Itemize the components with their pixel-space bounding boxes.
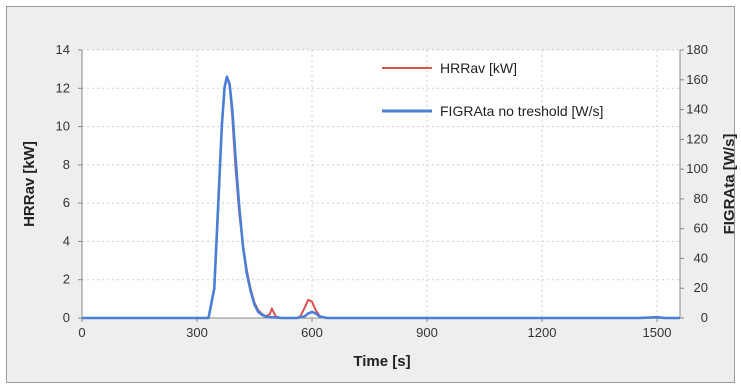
legend-label-figrata: FIGRAta no treshold [W/s] — [440, 103, 603, 119]
y-right-tick-label: 140 — [686, 102, 708, 117]
y-right-tick-label: 120 — [686, 131, 708, 146]
y-right-tick-label: 40 — [694, 250, 708, 265]
y-right-tick-label: 0 — [701, 310, 708, 325]
series-line-figrata — [82, 75, 680, 320]
x-tick-label: 1500 — [643, 325, 672, 340]
x-tick-label: 600 — [301, 325, 323, 340]
y-right-tick-label: 100 — [686, 161, 708, 176]
x-tick-label: 900 — [416, 325, 438, 340]
y-right-tick-label: 180 — [686, 42, 708, 57]
y-left-tick-labels: 0 2 4 6 8 10 12 14 — [56, 42, 70, 325]
y-left-tick-label: 12 — [56, 80, 70, 95]
y-right-tick-labels: 0 20 40 60 80 100 120 140 160 180 — [686, 42, 708, 325]
x-axis-title: Time [s] — [353, 353, 410, 370]
series-lines — [82, 75, 680, 320]
y-left-tick-label: 10 — [56, 119, 70, 134]
legend: HRRav [kW] FIGRAta no treshold [W/s] — [382, 60, 603, 119]
y-right-tick-label: 160 — [686, 72, 708, 87]
y-left-tick-label: 0 — [63, 310, 70, 325]
y-left-tick-label: 14 — [56, 42, 70, 57]
y-right-tick-label: 60 — [694, 221, 708, 236]
x-tick-label: 0 — [78, 325, 85, 340]
y-right-tick-label: 80 — [694, 191, 708, 206]
y-left-tick-label: 6 — [63, 195, 70, 210]
x-tick-label: 1200 — [528, 325, 557, 340]
y-left-tick-label: 4 — [63, 233, 70, 248]
y-left-axis-title: HRRav [kW] — [21, 141, 38, 227]
x-tick-labels: 0 300 600 900 1200 1500 — [78, 325, 671, 340]
y-left-tick-label: 2 — [63, 272, 70, 287]
legend-label-hrrav: HRRav [kW] — [440, 60, 517, 76]
y-right-axis-title: FIGRAta [W/s] — [721, 134, 738, 235]
x-tick-label: 300 — [186, 325, 208, 340]
plot-area — [82, 50, 680, 318]
y-right-tick-label: 20 — [694, 280, 708, 295]
grid-lines — [82, 49, 680, 318]
y-left-tick-label: 8 — [63, 157, 70, 172]
